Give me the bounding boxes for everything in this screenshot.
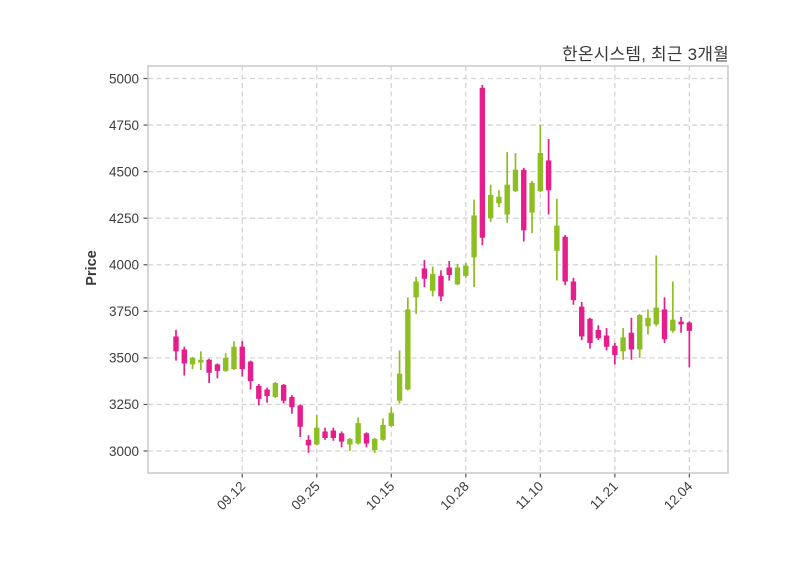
chart-title: 한온시스템, 최근 3개월: [562, 45, 729, 64]
candle-body: [529, 182, 535, 213]
candle-body: [661, 309, 668, 340]
candle-body: [338, 433, 345, 442]
candle-body: [463, 265, 469, 276]
candle-body: [628, 332, 635, 350]
x-tick-label: 10.28: [437, 479, 472, 514]
candle-body: [206, 359, 212, 373]
candle-body: [388, 412, 394, 426]
candle-body: [173, 336, 179, 352]
candle-body: [297, 405, 303, 427]
y-tick-label: 4500: [109, 164, 139, 179]
candle-body: [363, 433, 370, 444]
candle-body: [272, 383, 279, 397]
candle-body: [471, 215, 477, 258]
x-tick-label: 09.12: [214, 479, 249, 514]
candle-body: [620, 337, 626, 352]
candle-body: [587, 318, 593, 343]
candle-body: [579, 306, 585, 337]
y-tick-label: 4750: [109, 118, 139, 133]
x-tick-label: 12.04: [661, 478, 696, 513]
x-tick-label: 11.10: [513, 479, 547, 513]
candle-body: [454, 267, 461, 285]
candle-body: [512, 169, 519, 192]
candle-body: [545, 160, 552, 191]
candle-body: [554, 225, 560, 251]
candle-body: [347, 438, 353, 445]
candle-body: [686, 322, 693, 331]
plot-area: [148, 66, 728, 473]
candle-body: [305, 439, 312, 446]
y-tick-label: 4000: [109, 258, 139, 273]
candle-body: [653, 307, 659, 325]
candle-body: [231, 346, 237, 370]
candle-body: [446, 267, 452, 275]
candle-body: [504, 184, 510, 215]
candle-body: [289, 396, 295, 408]
candle-body: [603, 335, 610, 347]
candle-body: [678, 321, 684, 325]
candle-body: [521, 169, 527, 231]
candle-body: [570, 281, 577, 301]
candle-body: [562, 236, 568, 282]
x-tick-label: 09.25: [288, 479, 323, 514]
candle-body: [429, 274, 436, 291]
candle-body: [670, 319, 676, 331]
x-tick-label: 10.15: [363, 479, 398, 514]
candle-body: [330, 430, 337, 438]
y-tick-label: 3500: [109, 351, 139, 366]
candle-body: [396, 373, 403, 401]
candle-body: [438, 275, 444, 297]
candle-body: [496, 196, 502, 204]
candle-body: [355, 423, 361, 444]
candle-body: [214, 364, 221, 371]
candle-body: [595, 329, 601, 339]
candle-body: [487, 194, 494, 219]
y-tick-label: 4250: [109, 211, 139, 226]
candle-body: [314, 427, 320, 445]
candle-body: [645, 317, 651, 327]
candle-body: [537, 153, 544, 192]
y-tick-label: 5000: [109, 71, 139, 86]
candle-body: [612, 345, 618, 356]
candle-body: [636, 315, 643, 350]
candle-body: [247, 361, 254, 382]
candle-body: [198, 359, 204, 363]
candle-body: [372, 438, 378, 451]
y-tick-label: 3750: [109, 304, 139, 319]
candle-body: [222, 357, 229, 371]
candle-body: [421, 268, 428, 279]
candle-body: [322, 431, 328, 438]
x-tick-label: 11.21: [587, 479, 621, 513]
candle-body: [239, 346, 245, 370]
plot-border: [147, 65, 729, 474]
candle-body: [479, 87, 486, 238]
candle-body: [181, 349, 187, 364]
candle-body: [189, 357, 196, 365]
y-axis-label: Price: [84, 250, 100, 286]
y-tick-label: 3250: [109, 397, 139, 412]
candle-body: [413, 281, 419, 298]
candle-body: [264, 389, 270, 397]
candle-body: [256, 385, 262, 399]
candle-body: [405, 309, 411, 390]
candle-body: [380, 424, 386, 440]
candle-body: [280, 384, 287, 401]
y-tick-label: 3000: [109, 444, 139, 459]
